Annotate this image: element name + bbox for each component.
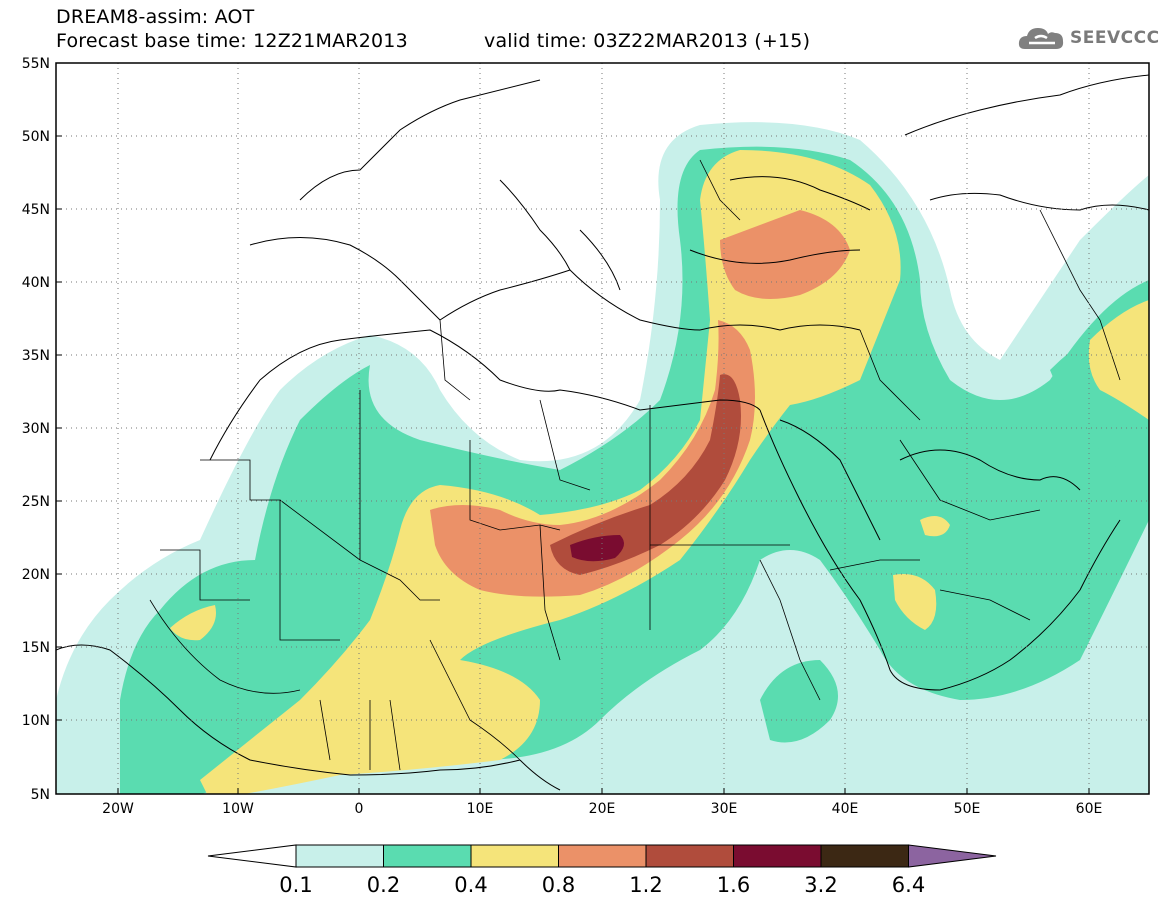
colorbar-label: 6.4	[892, 873, 925, 897]
aot-level-0.4	[170, 150, 1149, 794]
lat-label: 5N	[31, 787, 50, 803]
colorbar-label: 0.8	[542, 873, 575, 897]
colorbar-swatch	[295, 844, 384, 868]
coastlines	[56, 74, 1149, 791]
forecast-base-time: Forecast base time: 12Z21MAR2013	[56, 30, 408, 52]
lat-label: 35N	[22, 348, 50, 364]
lon-label: 40E	[832, 801, 859, 817]
colorbar-swatch	[558, 844, 647, 868]
lon-label: 0	[355, 801, 364, 817]
aot-level-1.6	[570, 535, 624, 562]
colorbar-label: 0.1	[279, 873, 312, 897]
colorbar-labels: 0.1 0.2 0.4 0.8 1.2 1.6 3.2 6.4	[279, 873, 925, 897]
lat-label: 15N	[22, 640, 50, 656]
colorbar-swatch	[645, 844, 734, 868]
colorbar-label: 3.2	[804, 873, 837, 897]
colorbar-swatch	[820, 844, 909, 868]
colorbar	[207, 844, 997, 868]
gridlines	[56, 63, 1149, 794]
colorbar-low-arrow	[207, 844, 297, 868]
country-borders	[149, 159, 1121, 771]
lat-label: 40N	[22, 275, 50, 291]
colorbar-high-arrow	[908, 844, 997, 868]
colorbar-swatch	[383, 844, 472, 868]
lon-label: 50E	[954, 801, 981, 817]
map-title: DREAM8-assim: AOT	[56, 6, 255, 28]
valid-time: valid time: 03Z22MAR2013 (+15)	[484, 30, 811, 52]
colorbar-label: 1.2	[629, 873, 662, 897]
colorbar-label: 1.6	[717, 873, 750, 897]
colorbar-label: 0.2	[367, 873, 400, 897]
lat-label: 55N	[22, 56, 50, 72]
longitude-labels: 20W 10W 0 10E 20E 30E 40E 50E 60E	[102, 801, 1102, 817]
lat-label: 25N	[22, 494, 50, 510]
lat-label: 50N	[22, 129, 50, 145]
lon-label: 20E	[589, 801, 616, 817]
seevccc-logo: SEEVCCC	[1017, 22, 1160, 54]
axis-ticks	[56, 62, 1090, 795]
lat-label: 10N	[22, 713, 50, 729]
lon-label: 20W	[102, 801, 134, 817]
aot-level-1.2	[550, 374, 741, 575]
cloud-logo-icon	[1018, 28, 1064, 49]
lon-label: 10E	[467, 801, 494, 817]
colorbar-label: 0.4	[454, 873, 487, 897]
lat-label: 30N	[22, 421, 50, 437]
lat-label: 45N	[22, 202, 50, 218]
colorbar-swatch	[733, 844, 822, 868]
lon-label: 30E	[711, 801, 738, 817]
latitude-labels: 55N 50N 45N 40N 35N 30N 25N 20N 15N 10N …	[22, 56, 50, 803]
lon-label: 60E	[1076, 801, 1103, 817]
colorbar-swatch	[470, 844, 559, 868]
lon-label: 10W	[222, 801, 254, 817]
map-area	[56, 63, 1149, 794]
logo-text: SEEVCCC	[1070, 28, 1160, 48]
lat-label: 20N	[22, 567, 50, 583]
